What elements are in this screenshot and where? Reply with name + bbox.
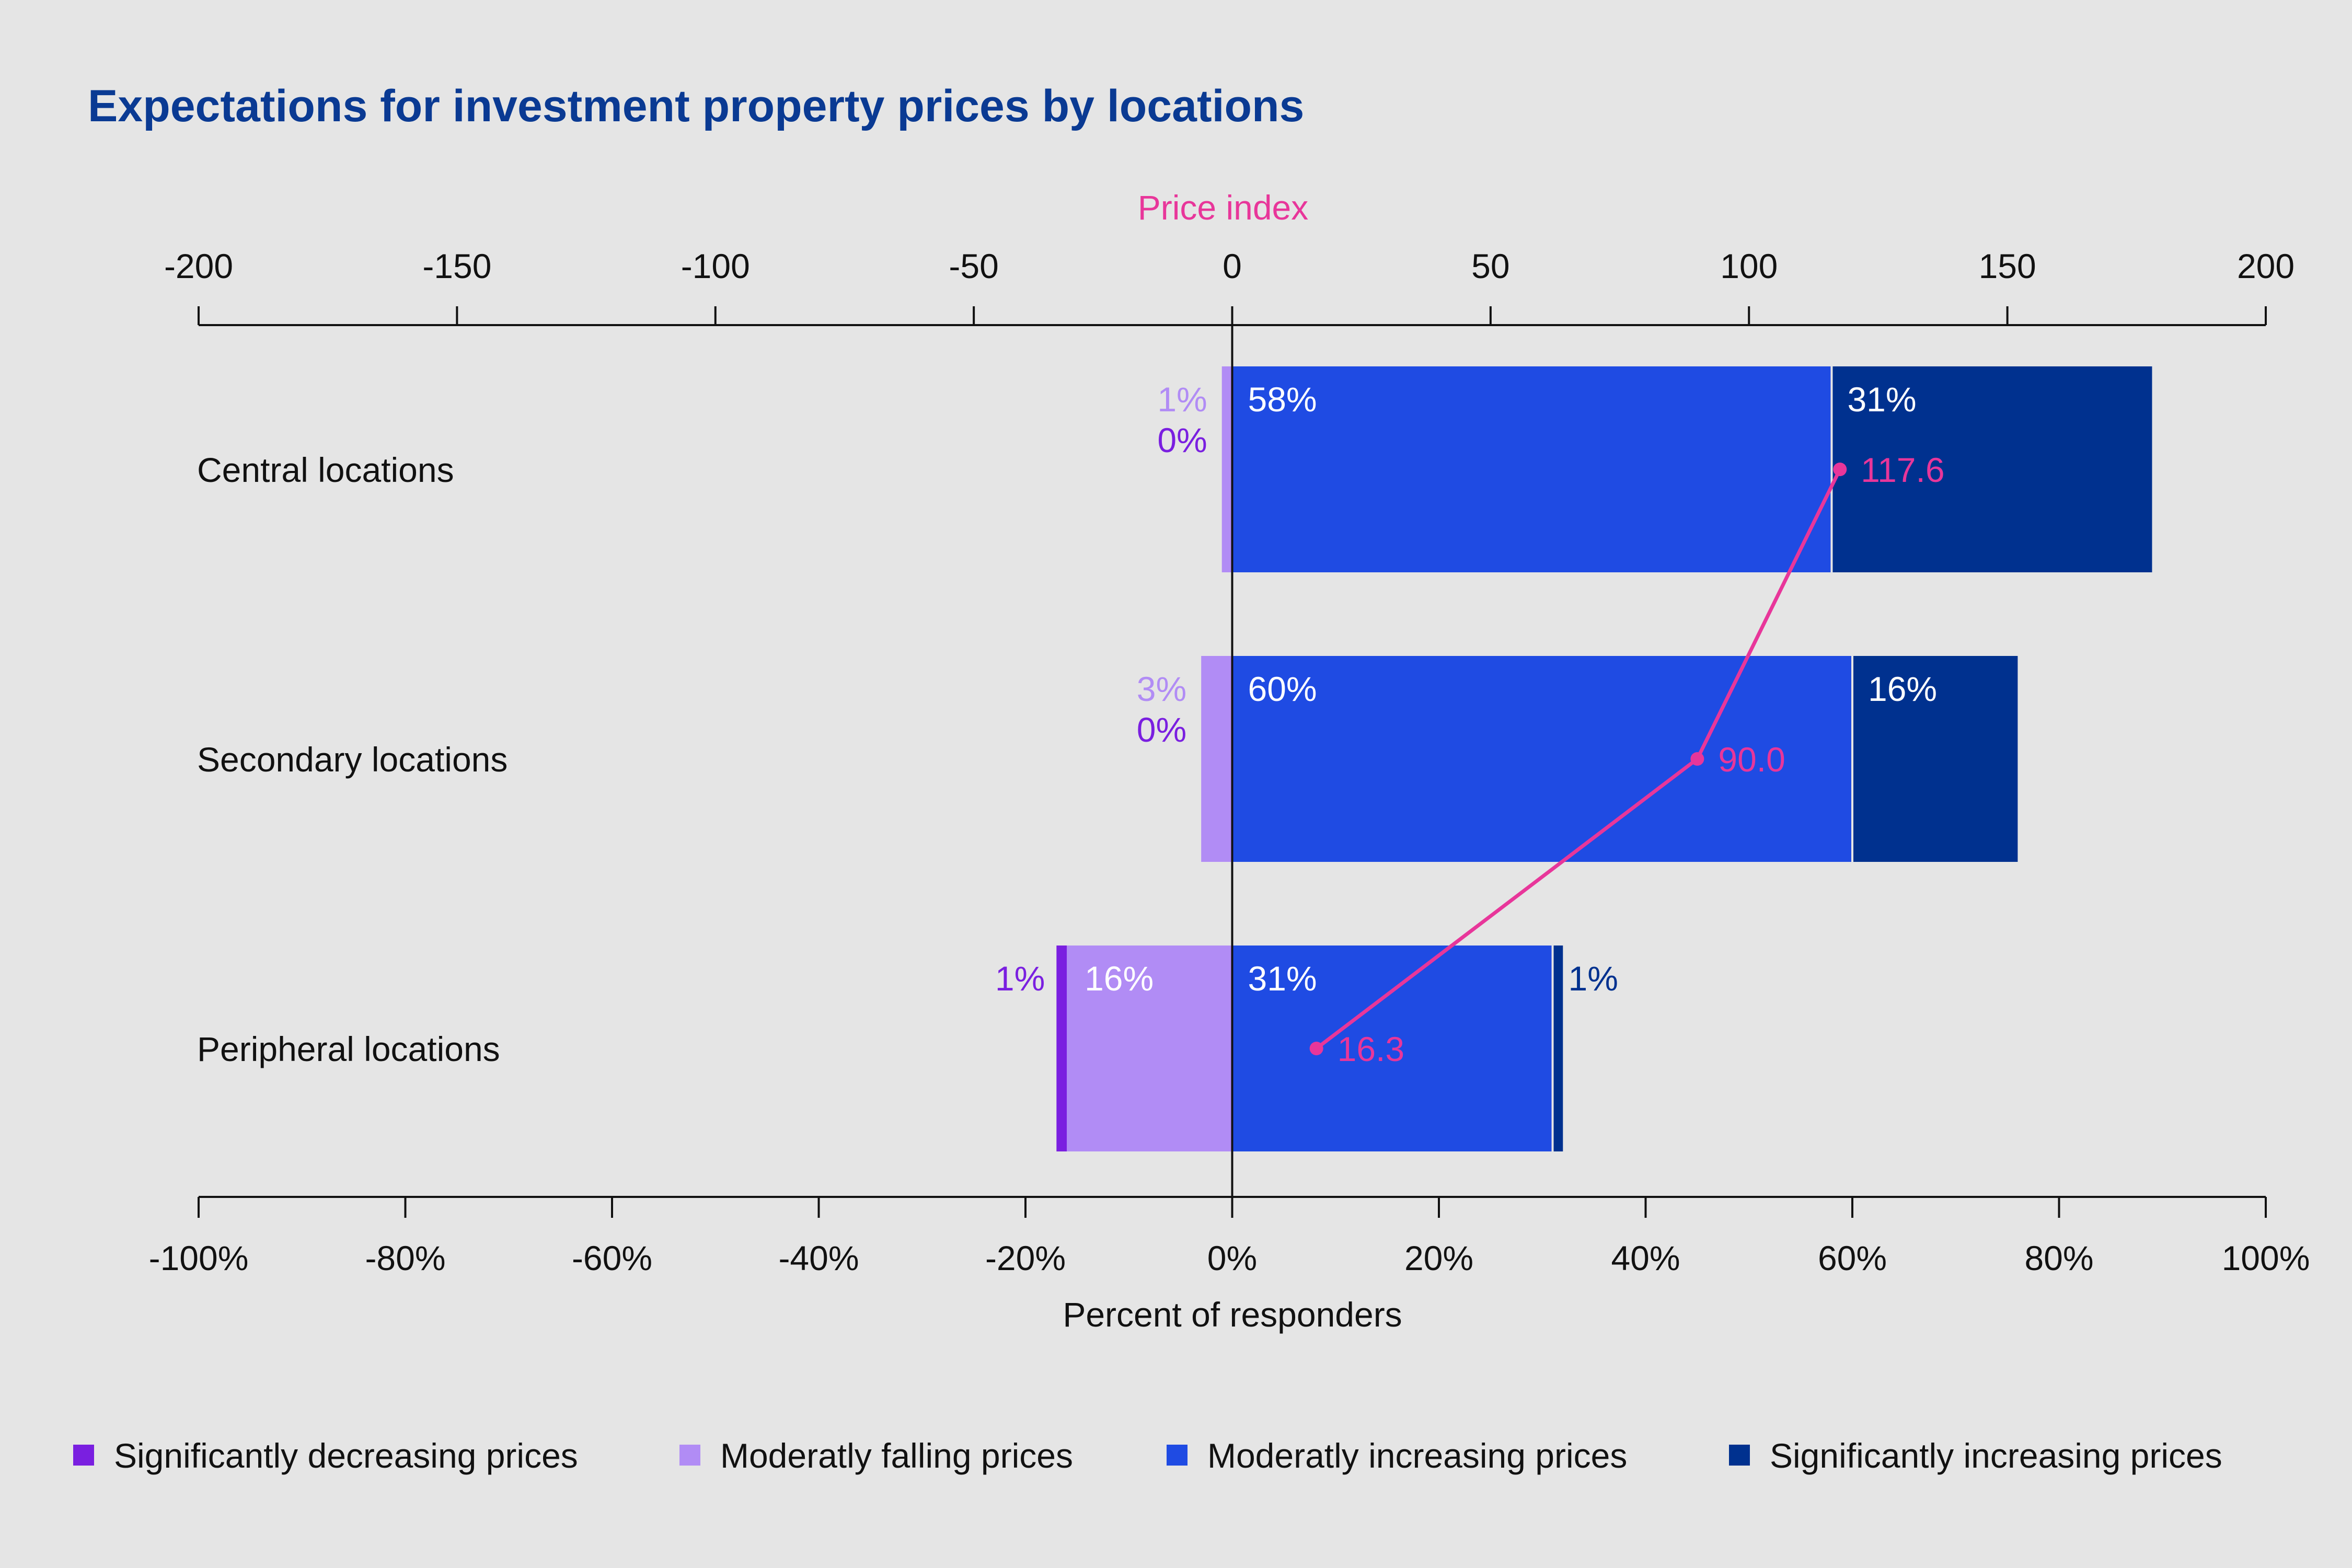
data-label-significantly-increasing: 1%	[1569, 959, 1618, 998]
percent-tick-label: 0%	[1207, 1239, 1257, 1277]
data-label-moderatly-falling: 1%	[1157, 380, 1207, 419]
data-label-significantly-increasing: 16%	[1868, 670, 1937, 708]
price-index-tick-label: -50	[949, 247, 998, 285]
legend: Significantly decreasing prices Moderatly…	[73, 1436, 2222, 1475]
percent-axis: -100% -80% -60% -40% -20% 0% 20% 40% 60% 80% 100%	[149, 1196, 2310, 1277]
percent-tick-label: -20%	[985, 1239, 1066, 1277]
legend-label: Moderatly increasing prices	[1207, 1436, 1627, 1475]
bar-moderatly-falling	[1067, 946, 1232, 1151]
percent-tick-label: -40%	[778, 1239, 859, 1277]
percent-tick-label: 100%	[2222, 1239, 2310, 1277]
price-index-tick-label: 0	[1223, 247, 1242, 285]
data-label-significantly-decreasing: 0%	[1137, 710, 1186, 749]
data-label-significantly-increasing: 31%	[1847, 380, 1916, 419]
bar-moderatly-increasing	[1232, 656, 1852, 862]
percent-tick-label: -80%	[365, 1239, 445, 1277]
data-label-moderatly-falling: 16%	[1085, 959, 1154, 998]
price-index-tick-label: 50	[1471, 247, 1509, 285]
price-index-tick-label: 200	[2237, 247, 2295, 285]
bar-moderatly-falling	[1221, 366, 1232, 572]
price-index-axis: -200 -150 -100 -50 0 50 100 150 200	[164, 247, 2295, 326]
price-index-tick-label: 100	[1720, 247, 1778, 285]
price-index-line-group: 117.6 90.0 16.3	[1309, 451, 1945, 1068]
price-index-label: 90.0	[1718, 740, 1785, 779]
percent-tick-label: -100%	[149, 1239, 249, 1277]
category-label: Central locations	[197, 451, 454, 489]
price-index-point	[1690, 752, 1704, 766]
legend-label: Significantly increasing prices	[1770, 1436, 2222, 1475]
data-label-moderatly-increasing: 60%	[1248, 670, 1317, 708]
price-index-tick-label: -150	[422, 247, 491, 285]
data-label-moderatly-increasing: 58%	[1248, 380, 1317, 419]
category-label: Peripheral locations	[197, 1030, 500, 1068]
bar-moderatly-increasing	[1232, 366, 1832, 572]
legend-swatch	[1729, 1445, 1750, 1466]
legend-label: Moderatly falling prices	[720, 1436, 1073, 1475]
category-labels: Central locations Secondary locations Peri…	[197, 451, 508, 1068]
data-label-significantly-decreasing: 1%	[995, 959, 1045, 998]
x-axis-title: Percent of responders	[1063, 1295, 1402, 1334]
data-label-moderatly-falling: 3%	[1137, 670, 1186, 708]
category-label: Secondary locations	[197, 740, 508, 779]
bar-significantly-increasing	[1852, 656, 2018, 862]
bar-significantly-increasing	[1552, 946, 1563, 1151]
legend-swatch	[1167, 1445, 1187, 1466]
price-index-label: 117.6	[1861, 451, 1944, 489]
price-index-axis-title: Price index	[1138, 188, 1309, 227]
data-label-significantly-decreasing: 0%	[1157, 421, 1207, 459]
bar-moderatly-increasing	[1232, 946, 1553, 1151]
chart-title: Expectations for investment property pri…	[88, 81, 1304, 131]
percent-tick-label: -60%	[572, 1239, 652, 1277]
bar-significantly-decreasing	[1056, 946, 1067, 1151]
data-label-moderatly-increasing: 31%	[1248, 959, 1317, 998]
legend-swatch	[679, 1445, 700, 1466]
bars-group: 58% 31%1%0%60% 16%3%0%31% 1%16%1%	[995, 325, 2152, 1197]
price-index-tick-label: -100	[681, 247, 750, 285]
percent-tick-label: 80%	[2024, 1239, 2093, 1277]
price-index-label: 16.3	[1338, 1030, 1404, 1068]
percent-tick-label: 60%	[1818, 1239, 1887, 1277]
legend-label: Significantly decreasing prices	[114, 1436, 578, 1475]
bar-significantly-increasing	[1831, 366, 2152, 572]
percent-tick-label: 40%	[1611, 1239, 1680, 1277]
price-index-point	[1309, 1042, 1323, 1055]
legend-swatch	[73, 1445, 94, 1466]
price-index-point	[1833, 463, 1847, 476]
bar-moderatly-falling	[1201, 656, 1232, 862]
percent-tick-label: 20%	[1404, 1239, 1473, 1277]
price-index-tick-label: 150	[1979, 247, 2036, 285]
price-index-tick-label: -200	[164, 247, 233, 285]
